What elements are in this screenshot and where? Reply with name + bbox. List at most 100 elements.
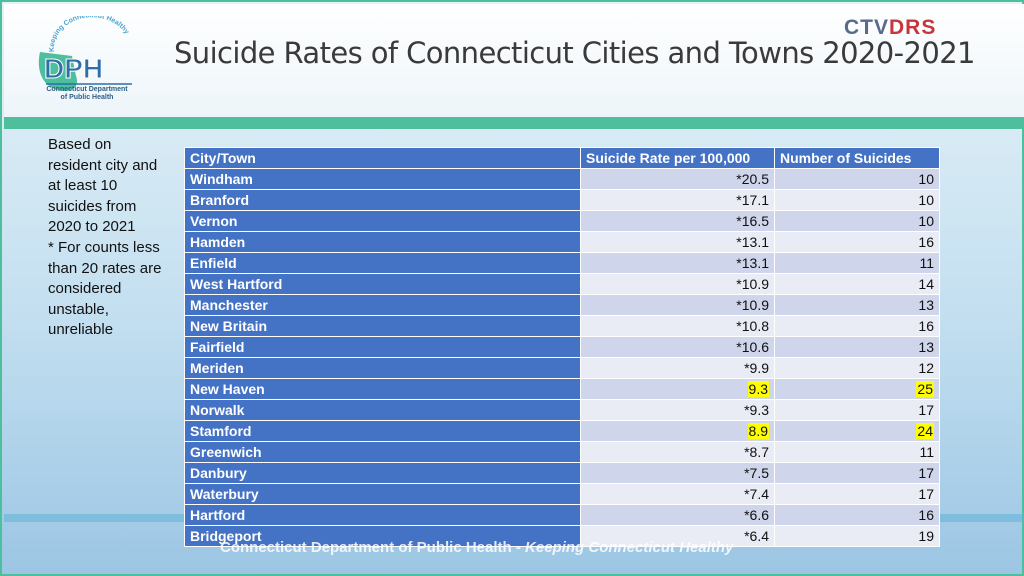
- cell-count: 13: [774, 294, 940, 316]
- svg-text:Keeping Connecticut Healthy: Keeping Connecticut Healthy: [49, 16, 130, 52]
- cell-rate: *13.1: [580, 231, 775, 253]
- cell-rate: *10.9: [580, 273, 775, 295]
- cell-city: Meriden: [184, 357, 581, 379]
- cell-rate: *7.5: [580, 462, 775, 484]
- cell-count: 11: [774, 252, 940, 274]
- table-row: Meriden *9.9 12: [184, 357, 940, 379]
- cell-count: 13: [774, 336, 940, 358]
- cell-count: 10: [774, 210, 940, 232]
- cell-count: 17: [774, 483, 940, 505]
- accent-band: [4, 117, 1024, 129]
- footer-tagline: - Keeping Connecticut Healthy: [515, 539, 734, 556]
- notes: Based on resident city and at least 10 s…: [48, 135, 168, 341]
- ctvdrs-part1: CTV: [844, 16, 889, 39]
- cell-city: West Hartford: [184, 273, 581, 295]
- table-row: Hamden *13.1 16: [184, 231, 940, 253]
- table-row: Windham *20.5 10: [184, 168, 940, 190]
- cell-city: Waterbury: [184, 483, 581, 505]
- cell-count-highlight: 24: [916, 423, 934, 439]
- suicide-rates-table: City/Town Suicide Rate per 100,000 Numbe…: [184, 147, 940, 547]
- cell-rate: *20.5: [580, 168, 775, 190]
- cell-rate: *6.6: [580, 504, 775, 526]
- table-row: New Haven 9.3 25: [184, 378, 940, 400]
- cell-city: New Britain: [184, 315, 581, 337]
- cell-rate: *10.8: [580, 315, 775, 337]
- cell-rate: 9.3: [580, 378, 775, 400]
- cell-count: 10: [774, 168, 940, 190]
- cell-rate-highlight: 8.9: [747, 423, 769, 439]
- cell-city: Manchester: [184, 294, 581, 316]
- cell-rate: *9.9: [580, 357, 775, 379]
- cell-city: Windham: [184, 168, 581, 190]
- note-line1: Based on resident city and at least 10 s…: [48, 136, 158, 236]
- table-row: Danbury *7.5 17: [184, 462, 940, 484]
- logo-caption-line1: Connecticut Department: [46, 86, 128, 93]
- cell-count-highlight: 25: [916, 381, 934, 397]
- cell-count: 25: [774, 378, 940, 400]
- cell-city: Hartford: [184, 504, 581, 526]
- table-row: Norwalk *9.3 17: [184, 399, 940, 421]
- page-title: Suicide Rates of Connecticut Cities and …: [174, 36, 976, 70]
- cell-city: Stamford: [184, 420, 581, 442]
- table-row: Greenwich *8.7 11: [184, 441, 940, 463]
- cell-city: Danbury: [184, 462, 581, 484]
- table-row: Waterbury *7.4 17: [184, 483, 940, 505]
- ctvdrs-part2: DRS: [889, 16, 937, 39]
- logo-abbr: DPH: [44, 53, 103, 84]
- cell-city: Enfield: [184, 252, 581, 274]
- logo-caption: Connecticut Department of Public Health: [32, 86, 142, 102]
- table-row: Vernon *16.5 10: [184, 210, 940, 232]
- cell-count: 12: [774, 357, 940, 379]
- table-row: West Hartford *10.9 14: [184, 273, 940, 295]
- cell-rate: *6.4: [580, 525, 775, 547]
- cell-count: 19: [774, 525, 940, 547]
- cell-count: 17: [774, 462, 940, 484]
- footer-text: Connecticut Department of Public Health …: [220, 539, 733, 556]
- cell-rate: *13.1: [580, 252, 775, 274]
- table-row: New Britain *10.8 16: [184, 315, 940, 337]
- cell-city: Hamden: [184, 231, 581, 253]
- cell-rate: *10.9: [580, 294, 775, 316]
- table-row: Enfield *13.1 11: [184, 252, 940, 274]
- note-line2: * For counts less than 20 rates are cons…: [48, 238, 162, 339]
- cell-rate: *9.3: [580, 399, 775, 421]
- footer-org: Connecticut Department of Public Health: [220, 539, 512, 556]
- table-row: Fairfield *10.6 13: [184, 336, 940, 358]
- table-row: Branford *17.1 10: [184, 189, 940, 211]
- header: [4, 4, 1024, 117]
- cell-rate: *8.7: [580, 441, 775, 463]
- ctvdrs-logo: CTVDRS: [844, 16, 936, 40]
- cell-count: 10: [774, 189, 940, 211]
- logo-arc-text: Keeping Connecticut Healthy: [49, 16, 130, 52]
- cell-rate-highlight: 9.3: [747, 381, 769, 397]
- table-row: Manchester *10.9 13: [184, 294, 940, 316]
- table-header-row: City/Town Suicide Rate per 100,000 Numbe…: [184, 147, 940, 169]
- cell-city: Greenwich: [184, 441, 581, 463]
- logo-caption-line2: of Public Health: [60, 94, 114, 101]
- cell-rate: *16.5: [580, 210, 775, 232]
- cell-rate: *10.6: [580, 336, 775, 358]
- col-header-count: Number of Suicides: [774, 147, 940, 169]
- cell-city: Bridgeport: [184, 525, 581, 547]
- cell-rate: *17.1: [580, 189, 775, 211]
- cell-count: 16: [774, 315, 940, 337]
- cell-rate: 8.9: [580, 420, 775, 442]
- cell-city: Branford: [184, 189, 581, 211]
- connecticut-shape-icon: [38, 52, 78, 92]
- cell-count: 17: [774, 399, 940, 421]
- col-header-city: City/Town: [184, 147, 581, 169]
- dph-logo: Keeping Connecticut Healthy DPH: [38, 16, 132, 92]
- cell-city: Fairfield: [184, 336, 581, 358]
- cell-city: Norwalk: [184, 399, 581, 421]
- col-header-rate: Suicide Rate per 100,000: [580, 147, 775, 169]
- table-row: Hartford *6.6 16: [184, 504, 940, 526]
- cell-count: 16: [774, 231, 940, 253]
- cell-rate: *7.4: [580, 483, 775, 505]
- table-row: Bridgeport *6.4 19: [184, 525, 940, 547]
- table-row: Stamford 8.9 24: [184, 420, 940, 442]
- cell-count: 24: [774, 420, 940, 442]
- cell-count: 11: [774, 441, 940, 463]
- table-body: Windham *20.5 10 Branford *17.1 10 Vernon *16.5…: [184, 168, 940, 547]
- cell-count: 14: [774, 273, 940, 295]
